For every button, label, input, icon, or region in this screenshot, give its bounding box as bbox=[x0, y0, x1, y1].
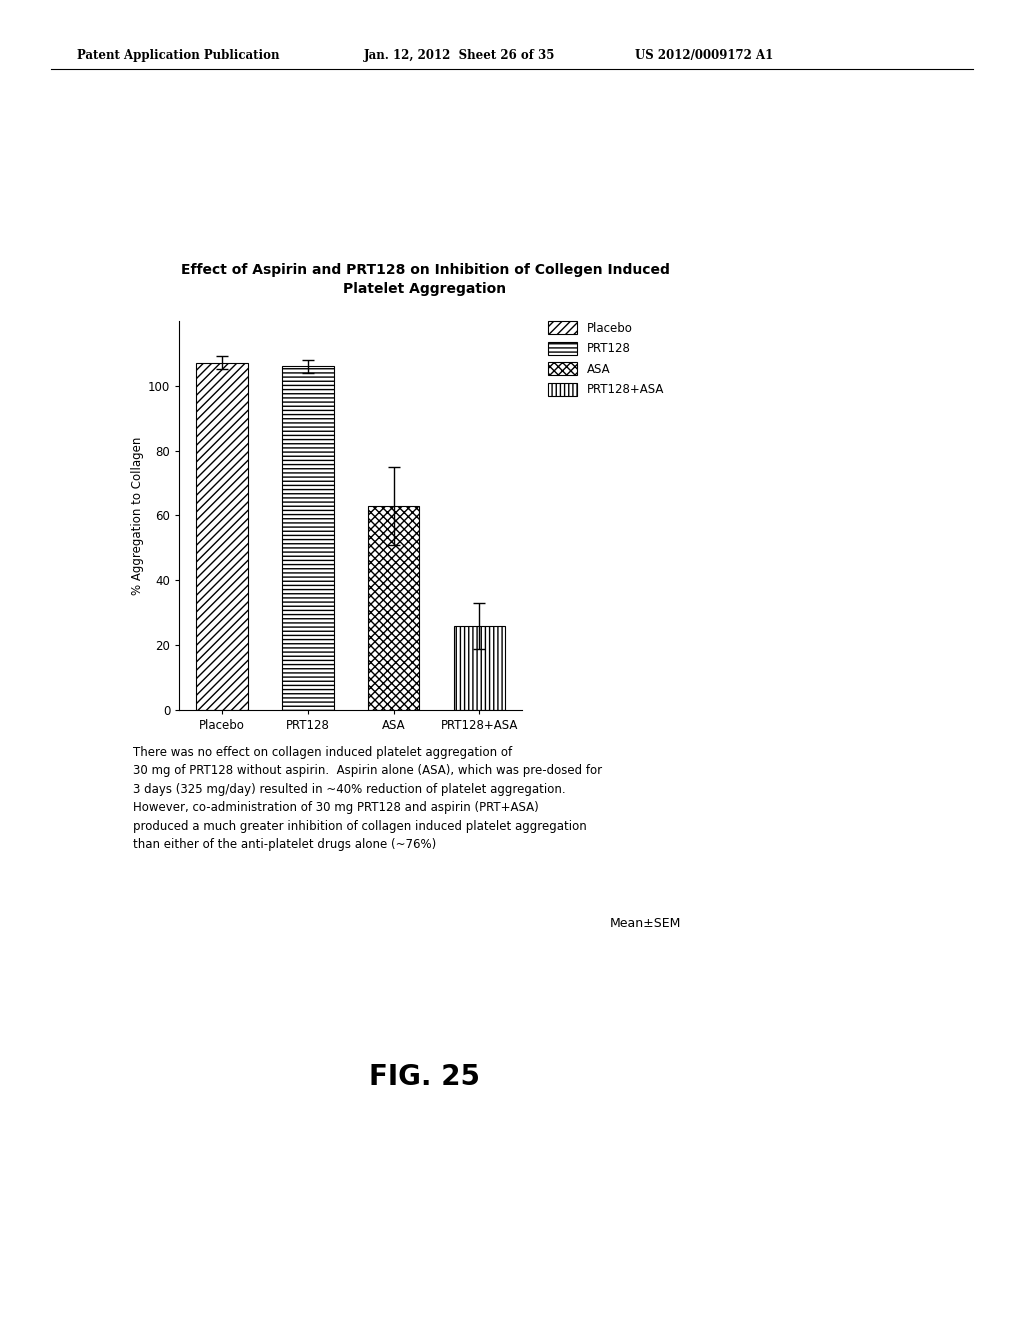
Text: Patent Application Publication: Patent Application Publication bbox=[77, 49, 280, 62]
Text: Platelet Aggregation: Platelet Aggregation bbox=[343, 281, 507, 296]
Text: FIG. 25: FIG. 25 bbox=[370, 1063, 480, 1090]
Bar bbox=[197, 363, 248, 710]
Bar bbox=[368, 506, 420, 710]
Text: US 2012/0009172 A1: US 2012/0009172 A1 bbox=[635, 49, 773, 62]
Text: Mean±SEM: Mean±SEM bbox=[609, 917, 681, 931]
Text: Jan. 12, 2012  Sheet 26 of 35: Jan. 12, 2012 Sheet 26 of 35 bbox=[364, 49, 555, 62]
Legend: Placebo, PRT128, ASA, PRT128+ASA: Placebo, PRT128, ASA, PRT128+ASA bbox=[546, 319, 667, 399]
Text: There was no effect on collagen induced platelet aggregation of
30 mg of PRT128 : There was no effect on collagen induced … bbox=[133, 746, 602, 851]
Text: Effect of Aspirin and PRT128 on Inhibition of Collegen Induced: Effect of Aspirin and PRT128 on Inhibiti… bbox=[180, 263, 670, 277]
Bar bbox=[454, 626, 505, 710]
Bar bbox=[282, 366, 334, 710]
Y-axis label: % Aggregation to Collagen: % Aggregation to Collagen bbox=[131, 437, 143, 594]
